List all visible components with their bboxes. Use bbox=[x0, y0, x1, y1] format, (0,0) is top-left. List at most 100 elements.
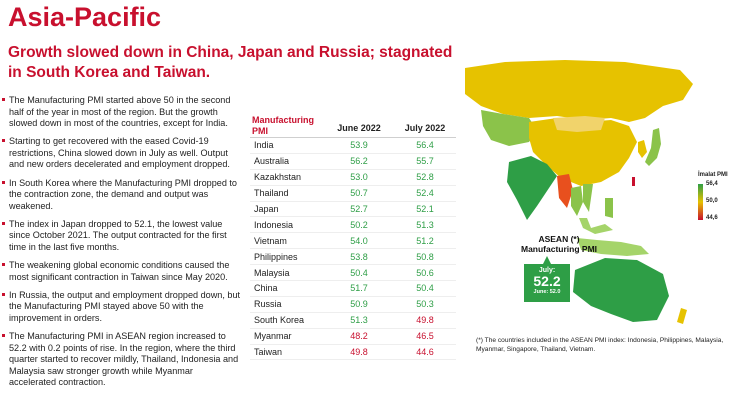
country-cell: Vietnam bbox=[250, 232, 324, 250]
australia-region bbox=[573, 258, 669, 322]
july-value-cell: 50.4 bbox=[394, 280, 456, 297]
asean-title: ASEAN (*) Manufacturing PMI bbox=[520, 234, 598, 254]
asean-value: 52.2 bbox=[533, 273, 561, 289]
country-cell: China bbox=[250, 280, 324, 297]
legend-high-label: 56,4 bbox=[706, 181, 718, 187]
july-value-cell: 50.8 bbox=[394, 248, 456, 266]
bullet-item: The Manufacturing PMI in ASEAN region in… bbox=[2, 331, 242, 389]
bullet-list: The Manufacturing PMI started above 50 i… bbox=[2, 95, 242, 396]
table-header-july: July 2022 bbox=[404, 123, 446, 133]
july-value-cell: 51.2 bbox=[394, 232, 456, 250]
table-row: Vietnam 54.0 51.2 bbox=[250, 232, 456, 250]
july-value-cell: 44.6 bbox=[394, 344, 456, 361]
country-cell: Myanmar bbox=[250, 328, 324, 345]
table-header-june: June 2022 bbox=[337, 123, 381, 133]
table-row: Philippines 53.8 50.8 bbox=[250, 248, 456, 266]
asean-previous: June: 52.0 bbox=[533, 289, 561, 295]
june-value-cell: 48.2 bbox=[324, 328, 394, 345]
kazakhstan-region bbox=[481, 110, 537, 146]
june-value-cell: 50.9 bbox=[324, 296, 394, 313]
country-cell: Malaysia bbox=[250, 264, 324, 282]
july-value-cell: 49.8 bbox=[394, 312, 456, 329]
table-row: Russia 50.9 50.3 bbox=[250, 296, 456, 313]
country-cell: Philippines bbox=[250, 248, 324, 266]
table-row: Australia 56.2 55.7 bbox=[250, 153, 456, 170]
june-value-cell: 52.7 bbox=[324, 201, 394, 218]
asean-pmi-badge: July: 52.2 June: 52.0 bbox=[524, 256, 570, 302]
bullet-item: The weakening global economic conditions… bbox=[2, 260, 242, 283]
july-value-cell: 51.3 bbox=[394, 216, 456, 234]
philippines-region bbox=[605, 198, 613, 218]
table-row: China 51.7 50.4 bbox=[250, 280, 456, 297]
june-value-cell: 56.2 bbox=[324, 153, 394, 170]
june-value-cell: 54.0 bbox=[324, 232, 394, 250]
russia-region bbox=[465, 60, 693, 122]
july-value-cell: 55.7 bbox=[394, 153, 456, 170]
table-row: Taiwan 49.8 44.6 bbox=[250, 344, 456, 361]
july-value-cell: 52.8 bbox=[394, 169, 456, 186]
july-value-cell: 46.5 bbox=[394, 328, 456, 345]
june-value-cell: 53.9 bbox=[324, 137, 394, 154]
new-zealand-region bbox=[677, 308, 687, 324]
june-value-cell: 50.4 bbox=[324, 264, 394, 282]
table-row: Kazakhstan 53.0 52.8 bbox=[250, 169, 456, 186]
asia-pacific-map bbox=[465, 60, 693, 324]
june-value-cell: 51.3 bbox=[324, 312, 394, 329]
vietnam-region bbox=[583, 184, 593, 212]
country-cell: India bbox=[250, 137, 324, 154]
july-value-cell: 50.3 bbox=[394, 296, 456, 313]
bullet-item: In South Korea where the Manufacturing P… bbox=[2, 178, 242, 213]
july-value-cell: 52.1 bbox=[394, 201, 456, 218]
table-row: Indonesia 50.2 51.3 bbox=[250, 216, 456, 234]
malaysia-region bbox=[579, 218, 613, 234]
myanmar-region bbox=[557, 174, 573, 208]
table-header-label: Manufacturing PMI bbox=[252, 115, 314, 136]
country-cell: Indonesia bbox=[250, 216, 324, 234]
page-subtitle: Growth slowed down in China, Japan and R… bbox=[8, 44, 453, 81]
indonesia-region bbox=[577, 238, 649, 256]
table-row: India 53.9 56.4 bbox=[250, 137, 456, 154]
legend-color-bar bbox=[698, 184, 703, 220]
china-region bbox=[529, 118, 637, 186]
bullet-item: Starting to get recovered with the eased… bbox=[2, 136, 242, 171]
june-value-cell: 53.8 bbox=[324, 248, 394, 266]
pmi-table: Manufacturing PMI June 2022 July 2022 In… bbox=[250, 107, 456, 361]
legend-low-label: 44,6 bbox=[706, 215, 718, 221]
bullet-item: The index in Japan dropped to 52.1, the … bbox=[2, 219, 242, 254]
june-value-cell: 53.0 bbox=[324, 169, 394, 186]
country-cell: Taiwan bbox=[250, 344, 324, 361]
table-row: Malaysia 50.4 50.6 bbox=[250, 264, 456, 282]
thailand-region bbox=[571, 186, 583, 216]
india-region bbox=[507, 156, 557, 220]
june-value-cell: 49.8 bbox=[324, 344, 394, 361]
table-row: Japan 52.7 52.1 bbox=[250, 201, 456, 218]
asean-month: July: bbox=[538, 267, 556, 274]
legend-title: İmalat PMI bbox=[698, 172, 728, 178]
july-value-cell: 52.4 bbox=[394, 185, 456, 202]
july-value-cell: 50.6 bbox=[394, 264, 456, 282]
table-row: Myanmar 48.2 46.5 bbox=[250, 328, 456, 345]
footnote: (*) The countries included in the ASEAN … bbox=[476, 337, 724, 353]
table-body: India 53.9 56.4 Australia 56.2 55.7 Kazakhstan… bbox=[250, 137, 456, 361]
korea-region bbox=[638, 140, 647, 158]
table-row: Thailand 50.7 52.4 bbox=[250, 185, 456, 202]
country-cell: Russia bbox=[250, 296, 324, 313]
page-title: Asia-Pacific bbox=[8, 2, 162, 32]
june-value-cell: 50.7 bbox=[324, 185, 394, 202]
bullet-item: The Manufacturing PMI started above 50 i… bbox=[2, 95, 242, 130]
country-cell: Australia bbox=[250, 153, 324, 170]
taiwan-region bbox=[632, 177, 635, 186]
country-cell: Kazakhstan bbox=[250, 169, 324, 186]
country-cell: South Korea bbox=[250, 312, 324, 329]
country-cell: Japan bbox=[250, 201, 324, 218]
bullet-item: In Russia, the output and employment dro… bbox=[2, 290, 242, 325]
mongolia-region bbox=[553, 116, 605, 132]
table-row: South Korea 51.3 49.8 bbox=[250, 312, 456, 329]
june-value-cell: 50.2 bbox=[324, 216, 394, 234]
legend-mid-label: 50,0 bbox=[706, 198, 718, 204]
japan-region bbox=[645, 128, 661, 166]
country-cell: Thailand bbox=[250, 185, 324, 202]
table-header-row: Manufacturing PMI June 2022 July 2022 bbox=[250, 107, 456, 138]
july-value-cell: 56.4 bbox=[394, 137, 456, 154]
june-value-cell: 51.7 bbox=[324, 280, 394, 297]
